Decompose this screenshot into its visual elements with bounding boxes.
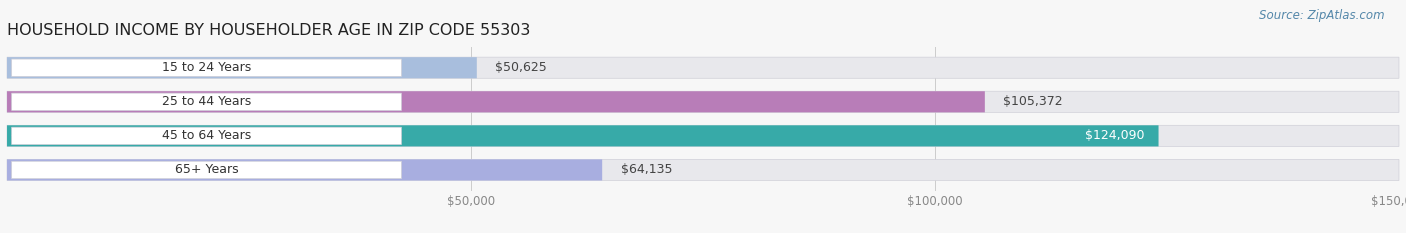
Text: Source: ZipAtlas.com: Source: ZipAtlas.com <box>1260 9 1385 22</box>
FancyBboxPatch shape <box>7 125 1159 146</box>
Text: 65+ Years: 65+ Years <box>174 163 239 176</box>
FancyBboxPatch shape <box>7 57 1399 78</box>
Text: $105,372: $105,372 <box>1004 95 1063 108</box>
FancyBboxPatch shape <box>7 91 1399 112</box>
FancyBboxPatch shape <box>7 159 602 181</box>
Text: $124,090: $124,090 <box>1085 129 1144 142</box>
FancyBboxPatch shape <box>7 159 1399 181</box>
FancyBboxPatch shape <box>11 59 402 76</box>
FancyBboxPatch shape <box>11 161 402 179</box>
FancyBboxPatch shape <box>11 93 402 110</box>
FancyBboxPatch shape <box>7 91 984 112</box>
Text: HOUSEHOLD INCOME BY HOUSEHOLDER AGE IN ZIP CODE 55303: HOUSEHOLD INCOME BY HOUSEHOLDER AGE IN Z… <box>7 24 530 38</box>
Text: 45 to 64 Years: 45 to 64 Years <box>162 129 252 142</box>
FancyBboxPatch shape <box>7 125 1399 146</box>
Text: $64,135: $64,135 <box>620 163 672 176</box>
Text: $50,625: $50,625 <box>495 61 547 74</box>
FancyBboxPatch shape <box>7 57 477 78</box>
Text: 15 to 24 Years: 15 to 24 Years <box>162 61 252 74</box>
Text: 25 to 44 Years: 25 to 44 Years <box>162 95 252 108</box>
FancyBboxPatch shape <box>11 127 402 144</box>
